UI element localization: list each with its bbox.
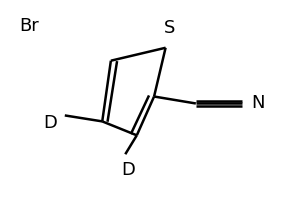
Text: D: D <box>43 114 57 132</box>
Text: D: D <box>121 161 135 179</box>
Text: S: S <box>164 19 176 37</box>
Text: Br: Br <box>19 17 39 35</box>
Text: N: N <box>251 95 264 112</box>
